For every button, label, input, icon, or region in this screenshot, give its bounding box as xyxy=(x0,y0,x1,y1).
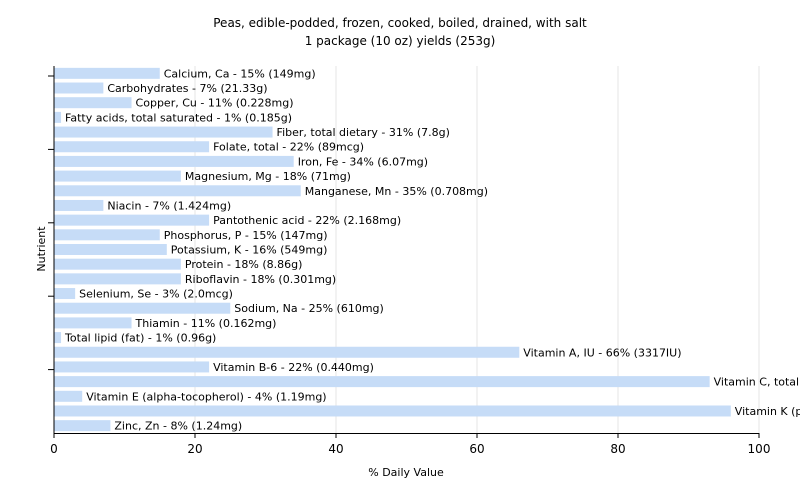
bar xyxy=(54,67,160,79)
bar xyxy=(54,199,104,211)
bar xyxy=(54,185,301,197)
bar xyxy=(54,390,83,402)
bar xyxy=(54,82,104,94)
bar-label: Phosphorus, P - 15% (147mg) xyxy=(164,229,328,242)
x-axis-label: % Daily Value xyxy=(368,466,444,479)
bar xyxy=(54,126,273,138)
bar xyxy=(54,170,181,182)
bar-label: Copper, Cu - 11% (0.228mg) xyxy=(136,97,294,110)
bar-label: Folate, total - 22% (89mcg) xyxy=(213,141,364,154)
bar xyxy=(54,141,210,153)
y-axis-label: Nutrient xyxy=(35,226,48,272)
bar-label: Vitamin B-6 - 22% (0.440mg) xyxy=(213,361,374,374)
bar xyxy=(54,155,294,167)
bar xyxy=(54,229,160,241)
bar-label: Protein - 18% (8.86g) xyxy=(185,258,303,271)
bar-label: Thiamin - 11% (0.162mg) xyxy=(135,317,277,330)
bar-label: Sodium, Na - 25% (610mg) xyxy=(234,302,384,315)
bar xyxy=(54,405,731,417)
bar xyxy=(54,361,210,373)
bar xyxy=(54,302,231,314)
x-tick-label: 20 xyxy=(187,442,202,456)
bar-label: Magnesium, Mg - 18% (71mg) xyxy=(185,170,351,183)
x-tick-label: 40 xyxy=(328,442,343,456)
bars-group: Calcium, Ca - 15% (149mg) Carbohydrates -… xyxy=(54,67,800,433)
bar-label: Manganese, Mn - 35% (0.708mg) xyxy=(305,185,488,198)
bar-label: Fatty acids, total saturated - 1% (0.185… xyxy=(65,111,292,124)
bar xyxy=(54,346,520,358)
bar-label: Calcium, Ca - 15% (149mg) xyxy=(164,67,316,80)
x-tick-label: 80 xyxy=(610,442,625,456)
bar-label: Vitamin K (phylloquinone) - 96% (76.4mcg… xyxy=(735,405,800,418)
bar-label: Niacin - 7% (1.424mg) xyxy=(107,199,231,212)
bar-label: Fiber, total dietary - 31% (7.8g) xyxy=(277,126,450,139)
bar-label: Carbohydrates - 7% (21.33g) xyxy=(107,82,267,95)
x-tick-label: 60 xyxy=(469,442,484,456)
bar xyxy=(54,214,210,226)
axes-group: 0 20 40 60 80 100 xyxy=(48,66,770,456)
chart-subtitle: 1 package (10 oz) yields (253g) xyxy=(305,34,496,48)
x-tick-label: 100 xyxy=(748,442,771,456)
bar xyxy=(54,288,76,300)
bar-label: Riboflavin - 18% (0.301mg) xyxy=(185,273,336,286)
bar-label: Vitamin A, IU - 66% (3317IU) xyxy=(523,346,681,359)
bar-label: Potassium, K - 16% (549mg) xyxy=(171,244,328,257)
bar-label: Vitamin C, total ascorbic acid - 93% (55… xyxy=(714,376,800,389)
bar-label: Iron, Fe - 34% (6.07mg) xyxy=(298,155,428,168)
bar xyxy=(54,332,62,344)
bar xyxy=(54,273,181,285)
x-tick-label: 0 xyxy=(50,442,58,456)
bar-label: Zinc, Zn - 8% (1.24mg) xyxy=(114,420,242,433)
bar xyxy=(54,97,132,109)
bar-label: Total lipid (fat) - 1% (0.96g) xyxy=(64,332,216,345)
chart-title: Peas, edible-podded, frozen, cooked, boi… xyxy=(213,16,587,30)
bar xyxy=(54,376,710,388)
bar-label: Vitamin E (alpha-tocopherol) - 4% (1.19m… xyxy=(86,390,326,403)
bar xyxy=(54,244,167,255)
bar xyxy=(54,258,181,270)
bar-label: Selenium, Se - 3% (2.0mcg) xyxy=(79,288,233,301)
bar-label: Pantothenic acid - 22% (2.168mg) xyxy=(213,214,401,227)
bar xyxy=(54,317,132,329)
bar xyxy=(54,420,111,432)
bar xyxy=(54,111,62,123)
